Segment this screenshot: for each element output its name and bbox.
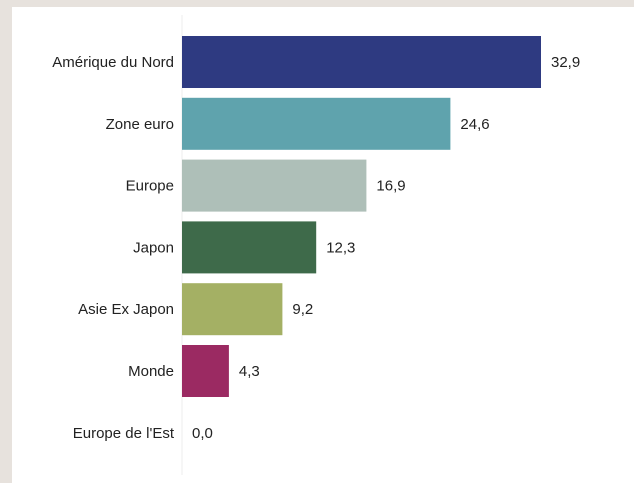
bar-1 [182,97,451,150]
value-label: 32,9 [551,54,580,71]
bar-3 [182,221,317,274]
category-label: Monde [128,363,174,380]
value-label: 9,2 [292,301,313,318]
category-label: Japon [133,239,174,256]
category-label: Asie Ex Japon [78,301,174,318]
bar-0 [182,36,541,88]
value-label: 24,6 [460,116,489,133]
category-label: Europe de l'Est [73,425,175,442]
value-label: 0,0 [192,425,213,442]
category-label: Amérique du Nord [52,54,174,71]
value-label: 4,3 [239,363,260,380]
bar-5 [182,345,229,397]
bar-2 [182,159,367,212]
category-label: Zone euro [106,116,174,133]
bar-4 [182,283,283,336]
category-label: Europe [126,178,174,195]
value-label: 16,9 [376,178,405,195]
value-label: 12,3 [326,239,355,256]
